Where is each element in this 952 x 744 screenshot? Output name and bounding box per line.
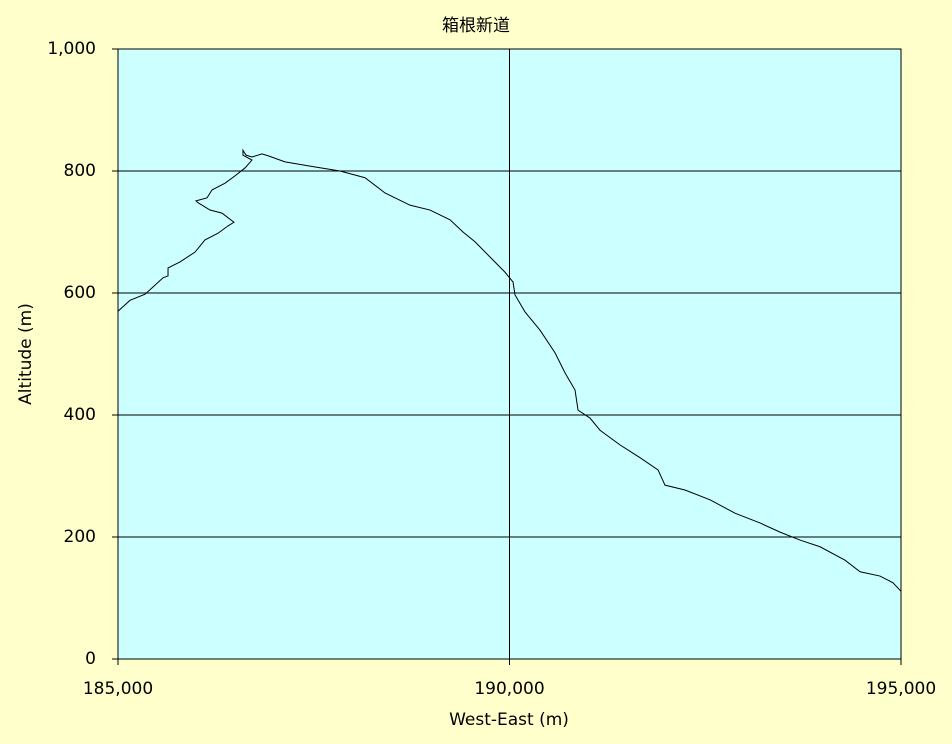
x-tick-label: 185,000 [83, 679, 153, 699]
chart-title: 箱根新道 [442, 16, 510, 36]
data-line [117, 148, 902, 592]
y-tick-label: 600 [64, 283, 96, 303]
y-tick-label: 400 [64, 405, 96, 425]
y-axis-label: Altitude (m) [16, 303, 36, 405]
y-tick-label: 0 [85, 649, 96, 669]
y-tick-label: 1,000 [47, 39, 96, 59]
y-tick-label: 800 [64, 161, 96, 181]
x-tick-label: 190,000 [474, 679, 544, 699]
x-axis-label: West-East (m) [449, 710, 569, 730]
y-tick-label: 200 [64, 527, 96, 547]
x-tick-label: 195,000 [866, 679, 936, 699]
